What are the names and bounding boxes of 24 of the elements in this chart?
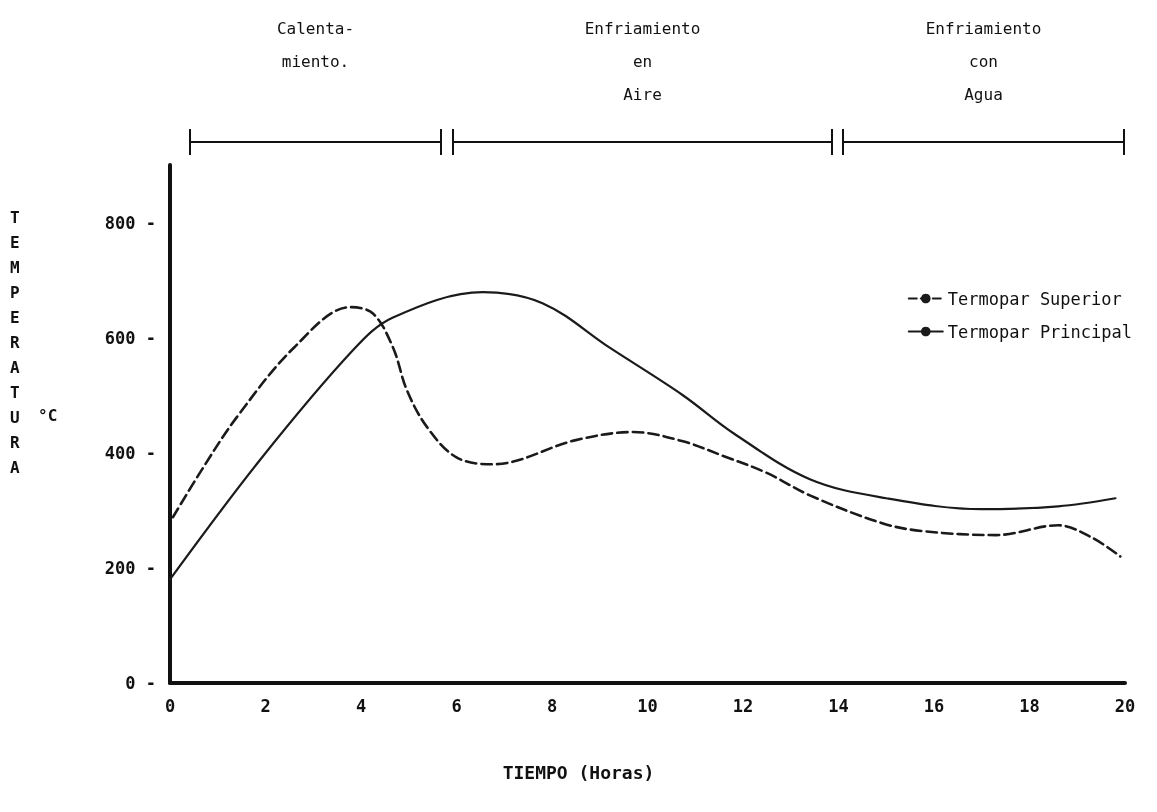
x-tick-label: 4 (355, 695, 367, 716)
x-tick-label: 16 (923, 695, 945, 716)
legend-label: Termopar Principal (947, 321, 1133, 342)
x-tick-label: 0 (164, 695, 176, 716)
x-tick-label: 6 (451, 695, 462, 716)
y-tick-label: 600 - (104, 327, 156, 348)
text: Enfriamiento con Agua (925, 19, 1042, 104)
x-tick-label: 10 (637, 695, 658, 716)
x-tick-label: 18 (1019, 695, 1040, 716)
y-tick-label: 400 - (104, 442, 156, 463)
x-tick-label: 14 (828, 695, 849, 716)
x-tick-label: 8 (546, 695, 558, 716)
text: TEMPERATURA (10, 208, 20, 477)
x-tick-label: 2 (260, 695, 271, 716)
text: °C (38, 405, 58, 425)
x-axis-title: TIEMPO (Horas) (502, 761, 655, 783)
y-tick-label: 200 - (104, 557, 156, 578)
y-tick-label: 0 - (125, 673, 156, 693)
text: Calenta- miento. (276, 19, 355, 71)
text: Enfriamiento en Aire (584, 19, 701, 104)
legend-label: Termopar Superior (947, 288, 1122, 309)
y-tick-label: 800 - (104, 212, 156, 233)
x-tick-label: 20 (1114, 695, 1136, 716)
x-tick-label: 12 (732, 695, 754, 716)
